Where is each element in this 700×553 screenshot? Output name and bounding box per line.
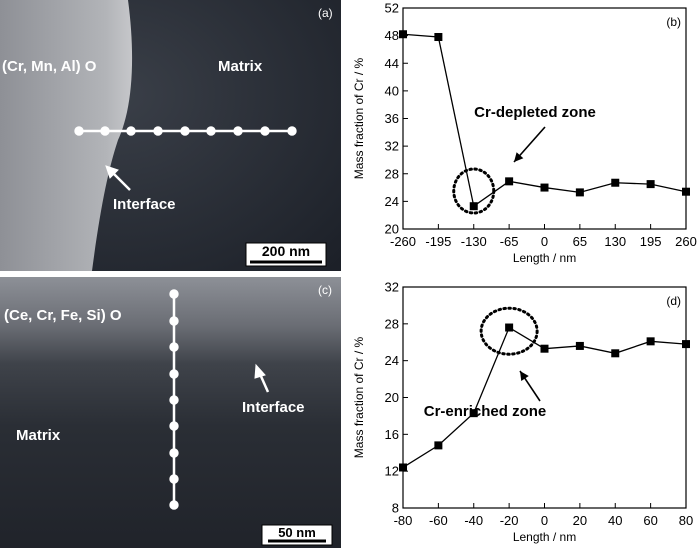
tem-image-a: (a) (Cr, Mn, Al) O Matrix Interface 200 …	[0, 0, 341, 271]
linescan-points-c	[169, 289, 179, 510]
interface-label-a: Interface	[113, 196, 176, 213]
data-point	[575, 188, 584, 197]
x-tick-label: -260	[390, 234, 416, 249]
data-point	[434, 441, 443, 450]
y-tick-label: 24	[385, 194, 399, 209]
oxide-label-a: (Cr, Mn, Al) O	[2, 58, 97, 75]
chart-d: 8 12 16 20 24 28 32 -80 -60 -40 -20 0 20 40 60 80 Length…	[352, 280, 693, 545]
annotation-circle	[479, 306, 539, 356]
matrix-label-c: Matrix	[16, 427, 61, 444]
data-point	[575, 341, 584, 350]
x-tick-label: 195	[640, 234, 662, 249]
panel-letter-c: (c)	[318, 283, 332, 297]
x-tick-label: -130	[461, 234, 487, 249]
x-tick-label: 260	[675, 234, 697, 249]
interface-label-c: Interface	[242, 399, 305, 416]
data-point	[646, 180, 655, 189]
scalebar-label-c: 50 nm	[278, 525, 316, 540]
y-tick-label: 48	[385, 28, 399, 43]
oxide-label-c: (Ce, Cr, Fe, Si) O	[4, 307, 122, 324]
data-point	[540, 344, 549, 353]
x-tick-label: 130	[604, 234, 626, 249]
data-point	[469, 409, 478, 418]
interface-arrow-c	[254, 363, 270, 393]
x-tick-label: 80	[679, 513, 693, 528]
y-axis-label: Mass fraction of Cr / %	[352, 57, 366, 179]
x-tick-label: 60	[643, 513, 657, 528]
interface-arrow-a	[105, 165, 131, 191]
data-point	[682, 187, 690, 196]
data-point	[646, 337, 655, 346]
data-point	[434, 33, 443, 42]
x-tick-label: -60	[429, 513, 448, 528]
y-tick-label: 28	[385, 316, 399, 331]
data-point	[505, 177, 514, 186]
x-axis-label: Length / nm	[513, 530, 576, 544]
x-axis-label: Length / nm	[513, 251, 576, 265]
y-tick-label: 44	[385, 56, 399, 71]
data-point	[540, 183, 549, 192]
y-tick-label: 20	[385, 222, 399, 237]
data-point	[505, 323, 514, 332]
panel-letter: (b)	[666, 15, 681, 29]
x-tick-label: -40	[464, 513, 483, 528]
y-tick-label: 24	[385, 353, 399, 368]
scalebar-label-a: 200 nm	[261, 243, 311, 259]
data-point	[399, 463, 407, 472]
matrix-label-a: Matrix	[218, 58, 263, 75]
data-point	[469, 202, 478, 211]
tem-image-a-canvas	[0, 0, 341, 271]
y-tick-label: 40	[385, 83, 399, 98]
y-tick-label: 16	[385, 427, 399, 442]
panel-letter: (d)	[666, 294, 681, 308]
tem-image-c: (c) (Ce, Cr, Fe, Si) O Interface Matrix …	[0, 277, 341, 548]
x-tick-label: 0	[541, 234, 548, 249]
annotation-arrowhead	[514, 152, 524, 162]
y-tick-label: 32	[385, 139, 399, 154]
annotation-label: Cr-enriched zone	[424, 403, 547, 420]
y-tick-label: 28	[385, 166, 399, 181]
annotation-label: Cr-depleted zone	[474, 104, 596, 121]
x-tick-label: -195	[425, 234, 451, 249]
oxide-particle	[0, 0, 133, 271]
x-tick-label: -20	[500, 513, 519, 528]
y-tick-label: 8	[392, 501, 399, 516]
tem-image-c-canvas	[0, 277, 341, 548]
data-point	[682, 340, 690, 349]
data-point	[611, 178, 620, 187]
x-tick-label: -65	[500, 234, 519, 249]
x-tick-label: 65	[573, 234, 587, 249]
y-tick-label: 12	[385, 464, 399, 479]
y-axis-label: Mass fraction of Cr / %	[352, 336, 366, 458]
x-tick-label: 40	[608, 513, 622, 528]
panel-letter-a: (a)	[318, 6, 333, 20]
x-tick-label: 20	[573, 513, 587, 528]
y-tick-label: 36	[385, 111, 399, 126]
annotation-arrowhead	[520, 371, 529, 381]
chart-b: 20 24 28 32 36 40 44 48 52 -260 -195 -130 -65 0 65 130 1…	[352, 1, 697, 266]
annotation-circle	[452, 167, 496, 215]
plot-frame	[402, 286, 687, 509]
linescan-points-a	[74, 126, 297, 136]
x-tick-label: -80	[394, 513, 413, 528]
y-tick-label: 32	[385, 280, 399, 295]
data-point	[611, 349, 620, 358]
x-tick-label: 0	[541, 513, 548, 528]
scalebar-box-a	[245, 242, 327, 267]
data-point	[399, 30, 407, 39]
y-tick-label: 52	[385, 1, 399, 16]
y-tick-label: 20	[385, 390, 399, 405]
